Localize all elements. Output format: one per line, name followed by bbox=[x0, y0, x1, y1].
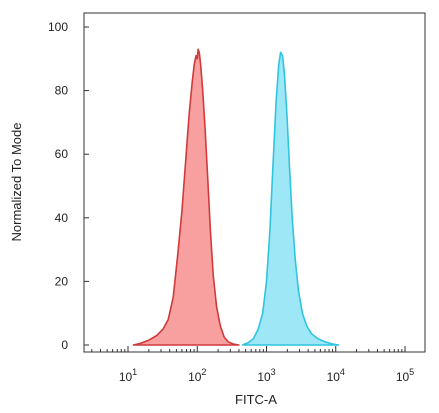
y-axis-title: Normalized To Mode bbox=[9, 123, 24, 242]
x-axis-ticks: 101 102 103 104 105 bbox=[91, 346, 414, 384]
x-tick-label: 101 bbox=[119, 367, 137, 384]
x-axis-title: FITC-A bbox=[235, 392, 277, 407]
y-tick-label: 40 bbox=[55, 211, 69, 225]
y-axis-ticks: 0 20 40 60 80 100 bbox=[48, 20, 89, 352]
plot-frame bbox=[83, 12, 426, 353]
x-tick-label: 102 bbox=[188, 367, 206, 384]
y-tick-label: 60 bbox=[55, 147, 69, 161]
y-tick-label: 20 bbox=[55, 274, 69, 288]
y-tick-label: 0 bbox=[61, 338, 68, 352]
x-tick-label: 103 bbox=[257, 367, 275, 384]
histogram-series-2 bbox=[241, 51, 340, 346]
y-tick-label: 80 bbox=[55, 84, 69, 98]
x-tick-label: 105 bbox=[396, 367, 414, 384]
histogram-series-1 bbox=[132, 48, 240, 346]
x-tick-label: 104 bbox=[327, 367, 345, 384]
y-tick-label: 100 bbox=[48, 20, 68, 34]
series-layer bbox=[132, 48, 340, 346]
